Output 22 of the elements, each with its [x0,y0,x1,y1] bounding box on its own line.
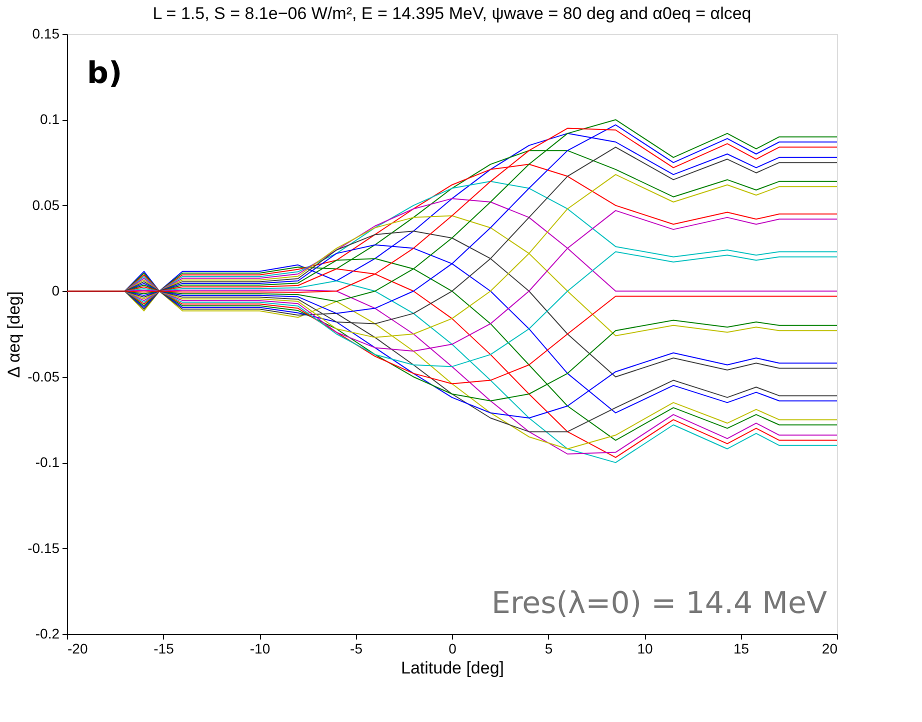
x-tick-label: -15 [154,640,174,656]
y-tick-label: -0.15 [28,540,60,556]
y-tick-label: 0 [52,282,60,299]
x-tick-label: -5 [350,640,363,656]
x-tick-label: 15 [733,640,750,656]
chart-title: L = 1.5, S = 8.1e−06 W/m², E = 14.395 MeV, ψwave = 80 deg and α0eq = αlceq [152,4,752,23]
y-tick-label: -0.1 [35,454,60,470]
y-tick-label: 0.05 [32,196,60,213]
annotation: b) [87,56,122,91]
y-tick-label: -0.2 [35,626,60,642]
y-tick-label: 0.15 [32,26,60,42]
x-tick-label: -10 [250,640,270,656]
x-tick-label: 10 [637,640,653,656]
x-tick-label: 0 [448,640,457,656]
x-tick-label: -20 [68,640,88,656]
y-tick-label: -0.05 [28,368,60,384]
x-tick-label: 5 [544,640,553,656]
x-axis-title: Latitude [deg] [400,658,504,678]
y-tick-label: 0.1 [40,111,60,128]
annotation: Eres(λ=0) = 14.4 MeV [491,586,828,621]
x-tick-label: 20 [822,640,838,656]
y-axis-title: Δ αeq [deg] [4,291,24,378]
